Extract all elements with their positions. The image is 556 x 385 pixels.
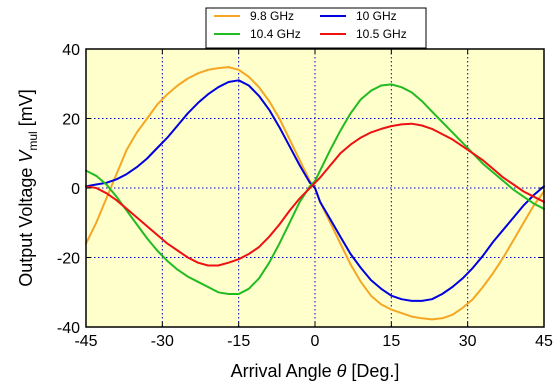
ticks [85,48,545,328]
series-line-10-5-ghz [85,122,545,267]
legend-label-10-ghz: 10 GHz [356,9,397,23]
series-layer [85,66,545,321]
x-tick-label: -30 [151,333,174,350]
x-axis-label: Arrival Angle θ [Deg.] [231,361,400,381]
x-tick-label: 0 [311,333,320,350]
legend-label-10-4-ghz: 10.4 GHz [250,27,301,41]
y-tick-label: -40 [57,320,80,337]
series-line-10-4-ghz [85,83,545,295]
legend-label-10-5-ghz: 10.5 GHz [356,27,407,41]
y-tick-label: 40 [62,42,80,59]
legend: 9.8 GHz 10 GHz 10.4 GHz 10.5 GHz [205,7,427,49]
tick-labels: -45 -30 -15 0 15 30 45 -40 -20 0 20 40 [57,42,553,350]
legend-items: 9.8 GHz 10 GHz 10.4 GHz 10.5 GHz [214,9,407,41]
y-axis-label: Output Voltage Vmul [mV] [16,89,40,286]
x-tick-label: -45 [74,333,97,350]
x-tick-label: 30 [459,333,477,350]
x-tick-label: -15 [227,333,250,350]
x-tick-label: 45 [535,333,553,350]
x-tick-label: 15 [382,333,400,350]
legend-box [205,7,427,49]
y-tick-label: 20 [62,112,80,129]
y-tick-label: 0 [71,181,80,198]
series-line-10-ghz [85,79,545,302]
y-tick-label: -20 [57,251,80,268]
legend-label-9-8-ghz: 9.8 GHz [250,9,294,23]
